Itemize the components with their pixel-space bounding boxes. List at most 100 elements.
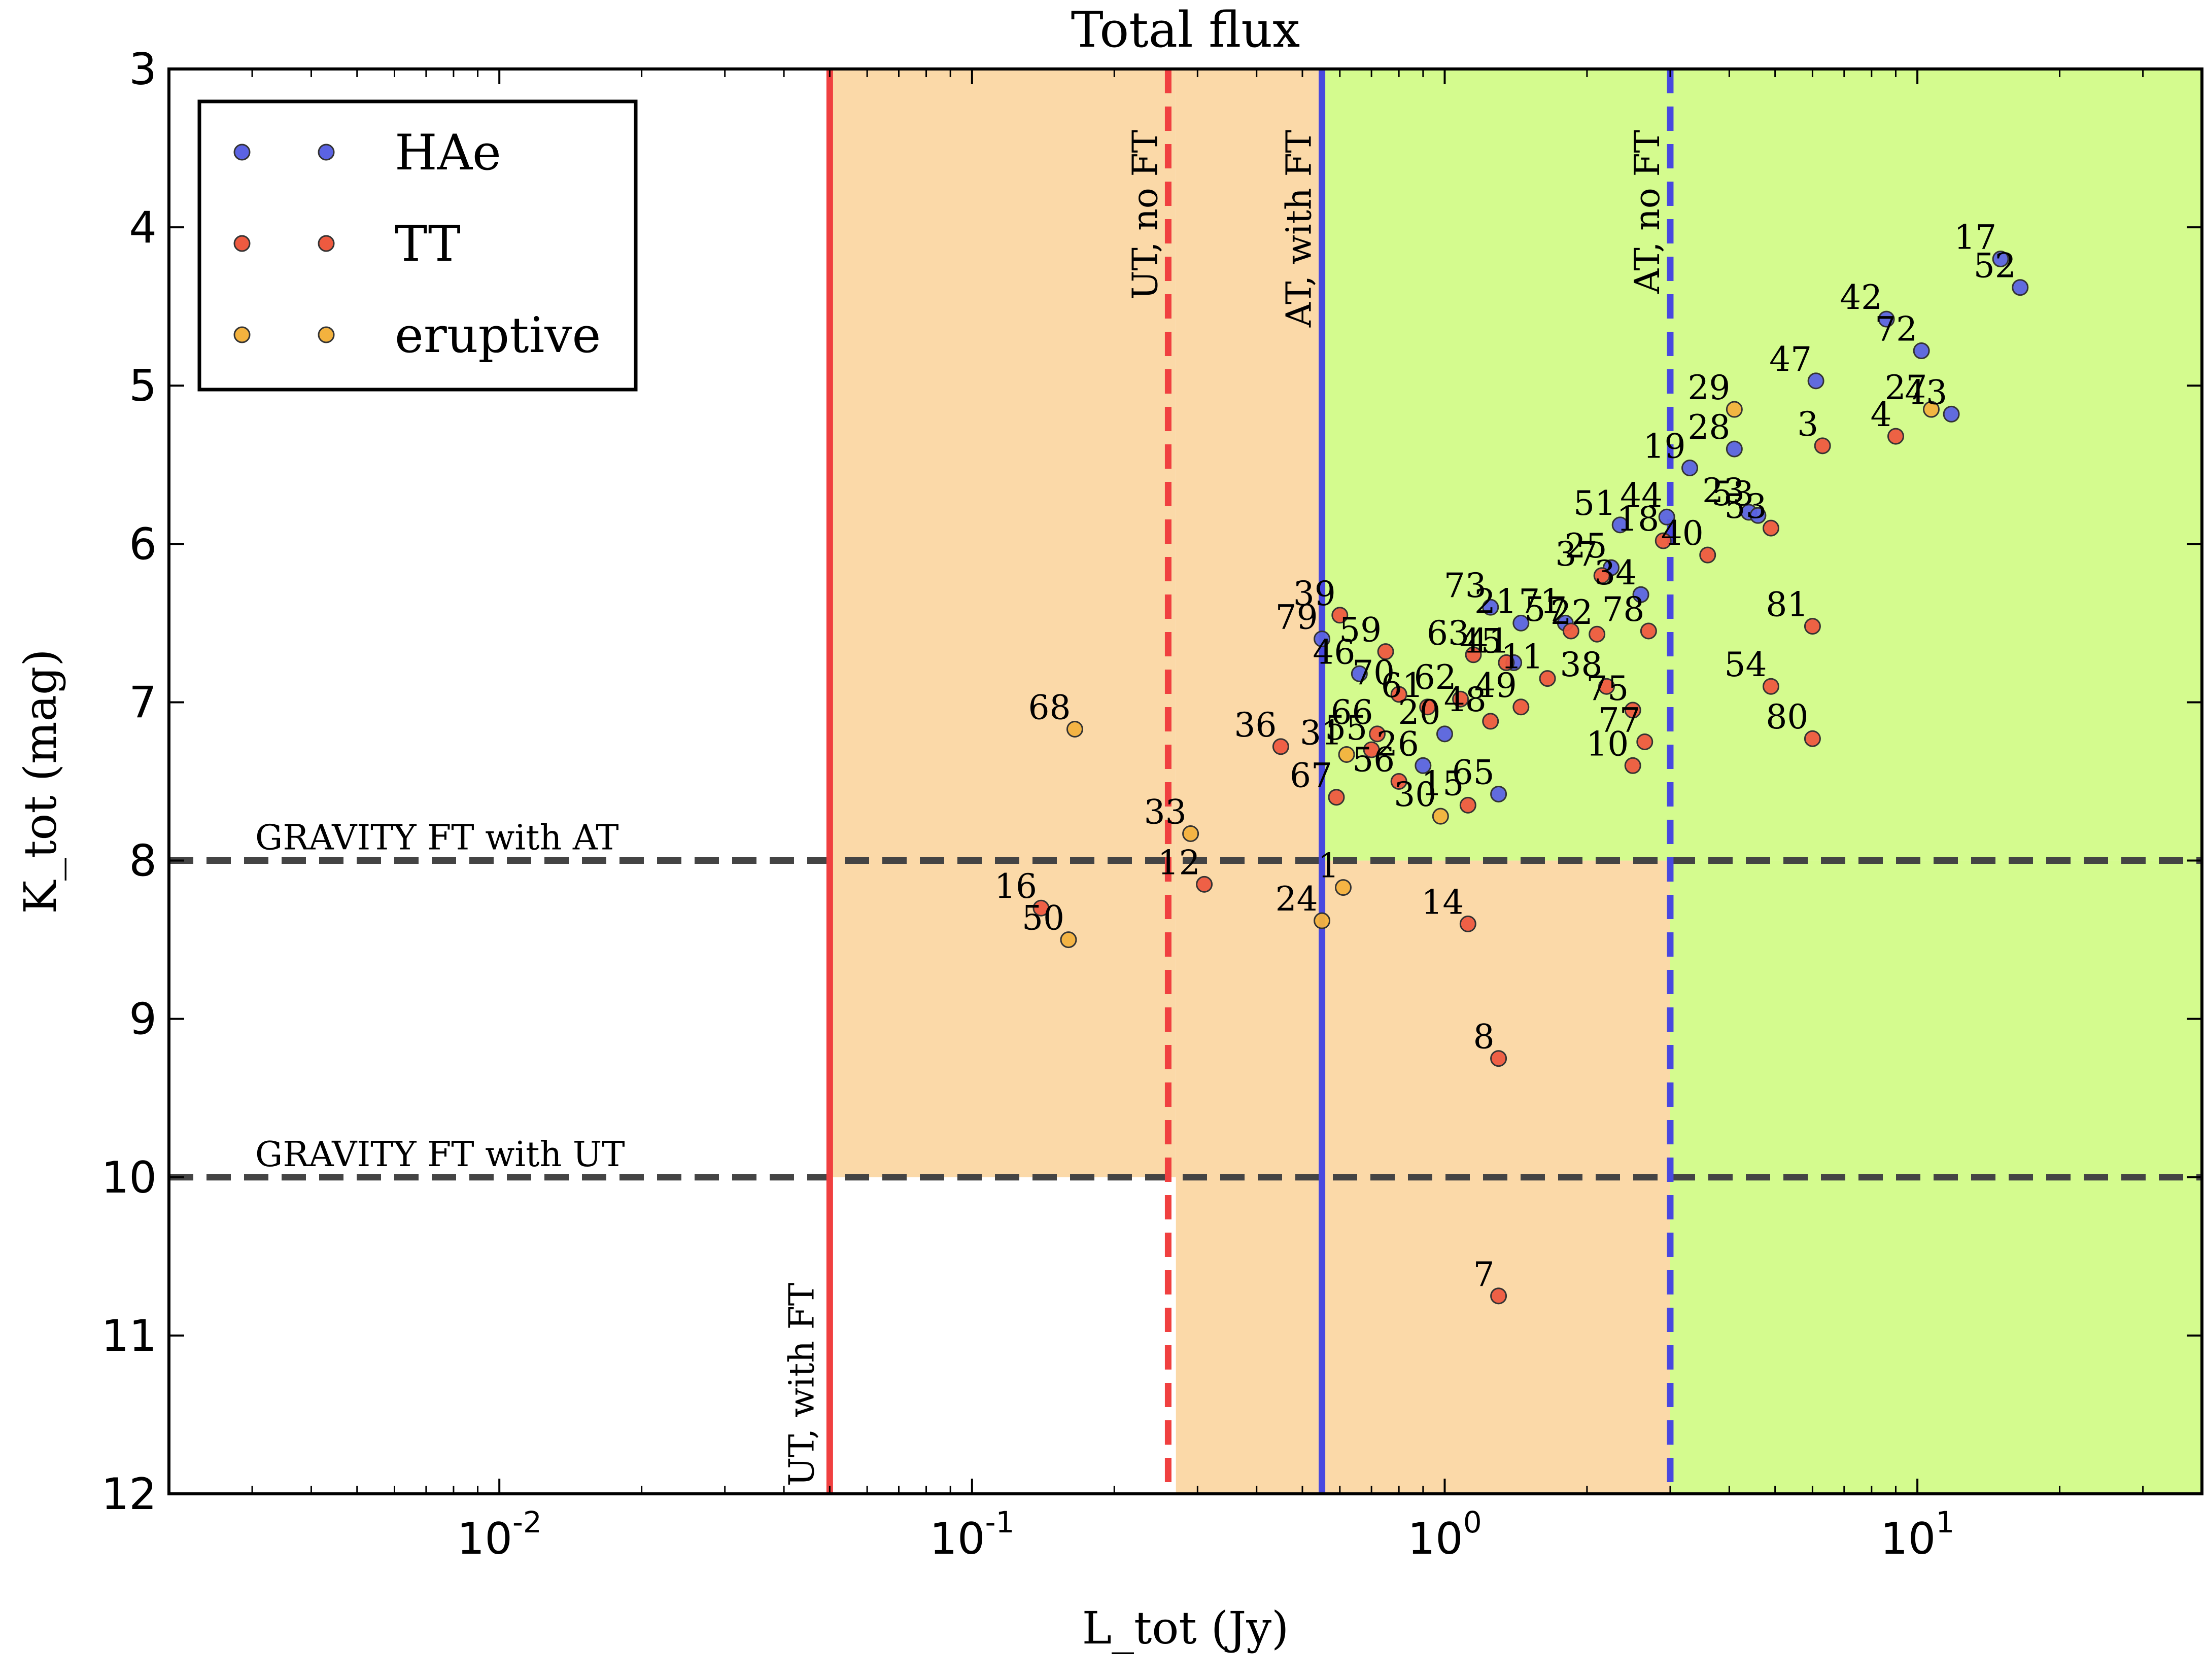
point-label-3: 3 (1797, 405, 1818, 444)
point-label-62: 62 (1414, 658, 1457, 697)
point-HAe-26 (1415, 757, 1432, 774)
vline-label-3: AT, no FT (1628, 130, 1668, 294)
point-label-20: 20 (1398, 693, 1440, 732)
point-label-23: 23 (1702, 471, 1745, 510)
point-HAe-47 (1807, 372, 1824, 390)
y-tick-label-1: 4 (129, 202, 157, 253)
legend-marker-TT (318, 235, 335, 252)
point-HAe-46 (1351, 665, 1368, 682)
x-tick-exponent: -2 (512, 1505, 542, 1539)
point-label-29: 29 (1687, 368, 1730, 407)
point-label-18: 18 (1616, 500, 1659, 539)
vline-label-0: UT, with FT (782, 1283, 822, 1486)
point-TT-37 (1593, 567, 1610, 584)
point-label-7: 7 (1473, 1255, 1495, 1294)
point-label-14: 14 (1421, 883, 1464, 922)
point-TT-39 (1331, 607, 1349, 624)
x-tick-base: 10 (457, 1514, 512, 1564)
point-TT-59 (1377, 643, 1394, 660)
x-tick-label-3: 101 (1880, 1505, 1954, 1564)
point-label-12: 12 (1158, 843, 1200, 882)
point-HAe-34 (1632, 586, 1649, 603)
point-TT-80 (1804, 730, 1821, 747)
legend-marker-TT (233, 235, 251, 252)
point-label-66: 66 (1331, 693, 1373, 732)
point-HAe-73 (1482, 599, 1499, 616)
point-label-24: 24 (1276, 880, 1318, 919)
point-label-70: 70 (1352, 653, 1395, 692)
x-tick-base: 10 (1880, 1514, 1936, 1564)
point-TT-12 (1196, 876, 1213, 893)
point-TT-78 (1640, 622, 1657, 640)
x-tick-base: 10 (929, 1514, 985, 1564)
point-label-10: 10 (1586, 724, 1629, 763)
point-label-43: 43 (1905, 373, 1947, 412)
hline-label-1: GRAVITY FT with UT (255, 1135, 625, 1175)
point-HAe-52 (2012, 279, 2029, 296)
point-eruptive-68 (1066, 721, 1083, 738)
point-HAe-72 (1913, 342, 1930, 360)
region-3 (1322, 69, 2202, 861)
point-label-59: 59 (1339, 611, 1382, 650)
y-axis-label: K_tot (mag) (14, 649, 66, 914)
point-label-38: 38 (1560, 645, 1602, 684)
point-label-26: 26 (1376, 724, 1419, 763)
vline-label-1: UT, no FT (1125, 130, 1165, 300)
point-TT-40 (1699, 546, 1716, 564)
point-label-22: 22 (1551, 593, 1593, 632)
point-HAe-42 (1878, 310, 1895, 328)
point-label-53: 53 (1711, 474, 1754, 513)
point-eruptive-1 (1334, 879, 1352, 896)
x-axis-label: L_tot (Jy) (1082, 1602, 1289, 1654)
chart-title: Total flux (1071, 2, 1300, 58)
point-TT-56 (1390, 773, 1407, 790)
legend-marker-eruptive (318, 326, 335, 343)
point-label-79: 79 (1276, 598, 1318, 637)
vline-label-2: AT, with FT (1280, 130, 1320, 328)
point-label-46: 46 (1313, 633, 1355, 672)
point-TT-77 (1636, 733, 1653, 750)
point-label-16: 16 (994, 867, 1037, 906)
point-HAe-44 (1658, 508, 1675, 526)
reference-lines (169, 69, 2202, 1494)
x-tick-label-1: 10-1 (929, 1505, 1014, 1564)
point-eruptive-30 (1432, 808, 1449, 825)
legend-label-eruptive: eruptive (395, 307, 601, 364)
y-tick-label-0: 3 (129, 44, 157, 95)
point-eruptive-24 (1314, 912, 1331, 929)
point-TT-75 (1624, 702, 1641, 719)
point-label-41: 41 (1467, 621, 1510, 660)
point-label-15: 15 (1421, 764, 1464, 803)
point-TT-45 (1498, 654, 1515, 671)
point-TT-16 (1032, 899, 1050, 917)
point-label-21: 21 (1474, 582, 1517, 621)
point-label-28: 28 (1687, 408, 1730, 447)
point-TT-4 (1887, 428, 1904, 445)
point-HAe-17 (1992, 251, 2009, 268)
point-label-40: 40 (1661, 514, 1704, 553)
legend-marker-HAe (318, 144, 335, 161)
plot-frame (167, 67, 2203, 1495)
x-tick-base: 10 (1407, 1514, 1463, 1564)
point-label-63: 63 (1427, 614, 1469, 653)
point-TT-22 (1589, 625, 1606, 643)
point-label-25: 25 (1565, 527, 1607, 566)
point-label-1: 1 (1318, 847, 1339, 886)
point-label-8: 8 (1473, 1018, 1495, 1057)
point-TT-11 (1539, 670, 1556, 687)
point-label-77: 77 (1598, 701, 1641, 740)
point-HAe-79 (1314, 631, 1331, 648)
point-eruptive-29 (1726, 401, 1743, 418)
x-tick-label-0: 10-2 (457, 1505, 542, 1564)
y-tick-label-8: 11 (101, 1311, 157, 1361)
point-TT-61 (1419, 698, 1436, 716)
point-TT-15 (1459, 796, 1476, 814)
legend-marker-eruptive (233, 326, 251, 343)
point-label-42: 42 (1840, 278, 1882, 317)
point-label-36: 36 (1234, 706, 1277, 745)
point-eruptive-31 (1338, 746, 1355, 763)
point-TT-8 (1490, 1050, 1507, 1067)
point-label-51: 51 (1573, 484, 1616, 523)
